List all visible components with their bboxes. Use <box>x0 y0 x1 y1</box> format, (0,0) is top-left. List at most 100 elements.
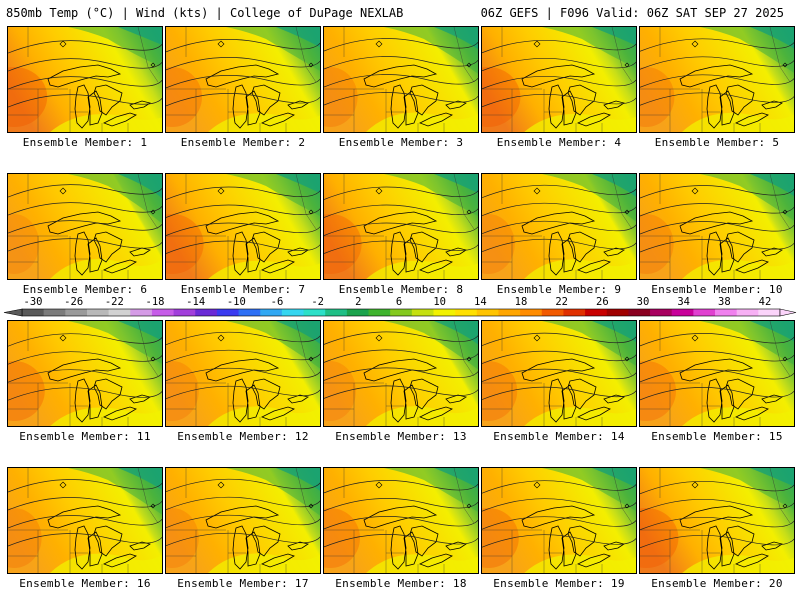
ensemble-member-panel <box>7 26 163 133</box>
ensemble-member-label: Ensemble Member: 4 <box>496 136 622 149</box>
colorbar-swatch <box>520 309 543 316</box>
ensemble-member-label: Ensemble Member: 10 <box>651 283 783 296</box>
temperature-map <box>324 174 478 279</box>
colorbar-swatch <box>65 309 88 316</box>
colorbar-tick-label: 38 <box>718 296 731 308</box>
run-valid-time: 06Z GEFS | F096 Valid: 06Z SAT SEP 27 20… <box>480 6 784 20</box>
colorbar-swatch <box>108 309 131 316</box>
temperature-map <box>8 321 162 426</box>
temperature-map <box>640 468 794 573</box>
colorbar-swatch <box>260 309 283 316</box>
temperature-map <box>640 174 794 279</box>
ensemble-member-label: Ensemble Member: 5 <box>654 136 780 149</box>
ensemble-member-label: Ensemble Member: 20 <box>651 577 783 590</box>
temperature-map <box>482 174 636 279</box>
temperature-map <box>166 468 320 573</box>
colorbar-tick-label: -6 <box>270 296 284 308</box>
colorbar-swatch <box>736 309 759 316</box>
ensemble-member-label: Ensemble Member: 15 <box>651 430 783 443</box>
colorbar-tick-label: -30 <box>23 296 43 308</box>
colorbar-swatch <box>455 309 478 316</box>
temperature-map <box>324 321 478 426</box>
colorbar-min-arrow <box>3 308 23 317</box>
colorbar-swatch <box>476 309 499 316</box>
colorbar-tick-label: -18 <box>145 296 165 308</box>
ensemble-member-panel <box>481 467 637 574</box>
colorbar-tick-label: 42 <box>758 296 772 308</box>
colorbar-swatch <box>390 309 413 316</box>
ensemble-member-label: Ensemble Member: 18 <box>335 577 467 590</box>
ensemble-member-panel <box>323 173 479 280</box>
ensemble-member-panel <box>323 320 479 427</box>
ensemble-member-label: Ensemble Member: 9 <box>496 283 622 296</box>
colorbar-swatch <box>606 309 629 316</box>
colorbar-tick-label: -2 <box>311 296 324 308</box>
temperature-map <box>482 321 636 426</box>
colorbar-tick-label: 34 <box>677 296 690 308</box>
ensemble-member-label: Ensemble Member: 19 <box>493 577 625 590</box>
ensemble-member-panel <box>165 467 321 574</box>
ensemble-member-label: Ensemble Member: 6 <box>22 283 148 296</box>
colorbar-swatch <box>693 309 716 316</box>
ensemble-member-label: Ensemble Member: 2 <box>180 136 306 149</box>
colorbar-swatch <box>238 309 261 316</box>
temperature-map <box>482 27 636 132</box>
colorbar-swatch <box>86 309 110 316</box>
ensemble-member-panel <box>323 26 479 133</box>
temperature-map <box>640 321 794 426</box>
ensemble-member-label: Ensemble Member: 14 <box>493 430 625 443</box>
colorbar-swatch <box>368 309 391 316</box>
colorbar-tick-label: 30 <box>636 296 650 308</box>
colorbar-tick-label: 26 <box>596 296 609 308</box>
colorbar-swatch <box>715 309 738 316</box>
ensemble-member-label: Ensemble Member: 1 <box>22 136 148 149</box>
colorbar-swatch <box>411 309 434 316</box>
colorbar-swatch <box>346 309 370 316</box>
colorbar-swatch <box>195 309 218 316</box>
temperature-map <box>166 27 320 132</box>
ensemble-member-panel <box>639 173 795 280</box>
ensemble-member-panel <box>7 320 163 427</box>
ensemble-member-panel <box>165 320 321 427</box>
colorbar-swatch <box>671 309 694 316</box>
temperature-map <box>8 468 162 573</box>
colorbar-swatch <box>22 309 45 316</box>
temperature-map <box>324 468 478 573</box>
ensemble-member-panel <box>323 467 479 574</box>
colorbar-swatch <box>585 309 608 316</box>
colorbar-swatch <box>216 309 240 316</box>
colorbar-swatch <box>563 309 586 316</box>
colorbar-swatch <box>541 309 564 316</box>
ensemble-member-label: Ensemble Member: 12 <box>177 430 309 443</box>
ensemble-member-panel <box>481 320 637 427</box>
ensemble-member-label: Ensemble Member: 16 <box>19 577 151 590</box>
colorbar-swatch <box>303 309 326 316</box>
colorbar-swatch <box>43 309 66 316</box>
colorbar-swatch <box>433 309 456 316</box>
temperature-map <box>324 27 478 132</box>
colorbar-swatch <box>650 309 673 316</box>
colorbar-swatch <box>173 309 196 316</box>
ensemble-member-label: Ensemble Member: 7 <box>180 283 306 296</box>
colorbar-tick-label: 10 <box>433 296 446 308</box>
colorbar-swatches <box>3 308 797 317</box>
colorbar-tick-label: -10 <box>226 296 246 308</box>
colorbar-tick-label: 6 <box>395 296 403 308</box>
temperature-colorbar: -30 -26 -22 -18 -14 -10 -6 -2 2 6 10 14 18 22 26 30 34 38… <box>0 296 800 320</box>
ensemble-member-panel <box>639 320 795 427</box>
ensemble-member-panel <box>7 173 163 280</box>
ensemble-member-label: Ensemble Member: 3 <box>338 136 464 149</box>
colorbar-tick-label: -22 <box>104 296 124 308</box>
ensemble-member-label: Ensemble Member: 8 <box>338 283 464 296</box>
colorbar-swatch <box>130 309 153 316</box>
temperature-map <box>640 27 794 132</box>
chart-title: 850mb Temp (°C) | Wind (kts) | College o… <box>6 6 404 20</box>
ensemble-member-panel <box>481 26 637 133</box>
colorbar-swatch <box>151 309 175 316</box>
ensemble-member-panel <box>639 467 795 574</box>
colorbar-swatch <box>498 309 521 316</box>
colorbar-tick-label: -26 <box>64 296 84 308</box>
ensemble-member-label: Ensemble Member: 11 <box>19 430 151 443</box>
colorbar-tick-label: 14 <box>474 296 487 308</box>
colorbar-swatch <box>325 309 348 316</box>
